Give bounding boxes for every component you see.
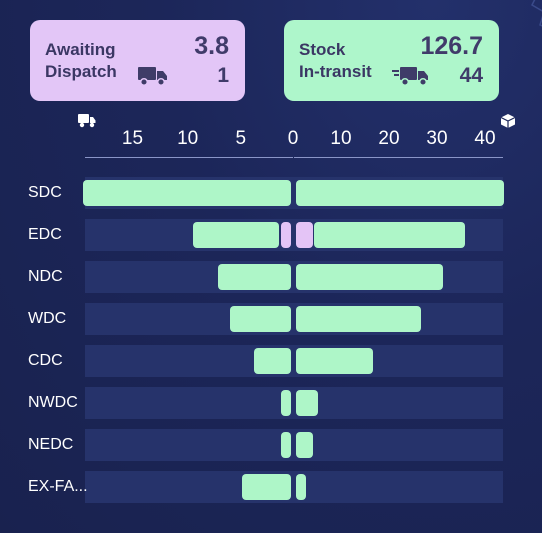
chart-row-background <box>85 387 503 419</box>
awaiting-dispatch-card[interactable]: Awaiting Dispatch 3.8 1 <box>30 20 245 101</box>
map-outline-decoration <box>531 0 542 27</box>
dispatch-bar[interactable] <box>281 432 291 458</box>
category-label: SDC <box>28 184 62 201</box>
category-label: EDC <box>28 226 62 243</box>
category-label: NDC <box>28 268 63 285</box>
dispatch-bar[interactable] <box>281 390 291 416</box>
chart-row-background <box>85 471 503 503</box>
transit-bar[interactable] <box>296 306 422 332</box>
chart-row-background <box>85 345 503 377</box>
left-axis-line <box>85 157 293 158</box>
transit-bar[interactable] <box>296 390 319 416</box>
category-label: NWDC <box>28 394 78 411</box>
transit-bar[interactable] <box>296 432 314 458</box>
dispatch-bar[interactable] <box>217 264 291 290</box>
right-axis-line <box>294 157 503 158</box>
transit-bar[interactable] <box>296 474 306 500</box>
left-axis-tick: 10 <box>177 128 199 149</box>
awaiting-dispatch-count: 1 <box>217 64 229 87</box>
truck-icon <box>138 67 167 87</box>
awaiting-dispatch-value: 3.8 <box>194 32 229 60</box>
left-axis-tick: 15 <box>121 128 144 149</box>
transit-pending-bar[interactable] <box>296 222 313 248</box>
dispatch-pending-bar[interactable] <box>281 222 291 248</box>
fast-truck-icon <box>392 67 428 87</box>
category-label: WDC <box>28 310 67 327</box>
chart-row-background <box>85 303 503 335</box>
stock-in-transit-count: 44 <box>459 64 483 87</box>
category-label: NEDC <box>28 436 74 453</box>
stock-in-transit-card[interactable]: Stock In-transit 126.7 44 <box>284 20 499 101</box>
package-icon <box>500 114 516 128</box>
truck-icon <box>78 114 96 128</box>
transit-bar[interactable] <box>296 264 444 290</box>
transit-bar[interactable] <box>314 222 465 248</box>
right-axis-tick: 30 <box>426 128 448 149</box>
right-axis-tick: 10 <box>330 128 352 149</box>
category-label: CDC <box>28 352 63 369</box>
left-axis-tick: 0 <box>287 128 299 149</box>
dispatch-bar[interactable] <box>254 348 291 374</box>
stock-in-transit-value: 126.7 <box>420 32 483 60</box>
dispatch-bar[interactable] <box>193 222 279 248</box>
dispatch-bar[interactable] <box>83 180 291 206</box>
right-axis-tick: 20 <box>378 128 400 149</box>
chart-row-background <box>85 429 503 461</box>
stock-in-transit-label: Stock In-transit <box>299 40 372 81</box>
right-axis-tick: 40 <box>474 128 496 149</box>
left-axis-tick: 5 <box>235 128 247 149</box>
awaiting-dispatch-label: Awaiting Dispatch <box>45 40 117 81</box>
transit-bar[interactable] <box>296 180 504 206</box>
dispatch-bar[interactable] <box>242 474 291 500</box>
category-label: EX-FA... <box>28 478 88 495</box>
transit-bar[interactable] <box>296 348 373 374</box>
dispatch-bar[interactable] <box>229 306 291 332</box>
